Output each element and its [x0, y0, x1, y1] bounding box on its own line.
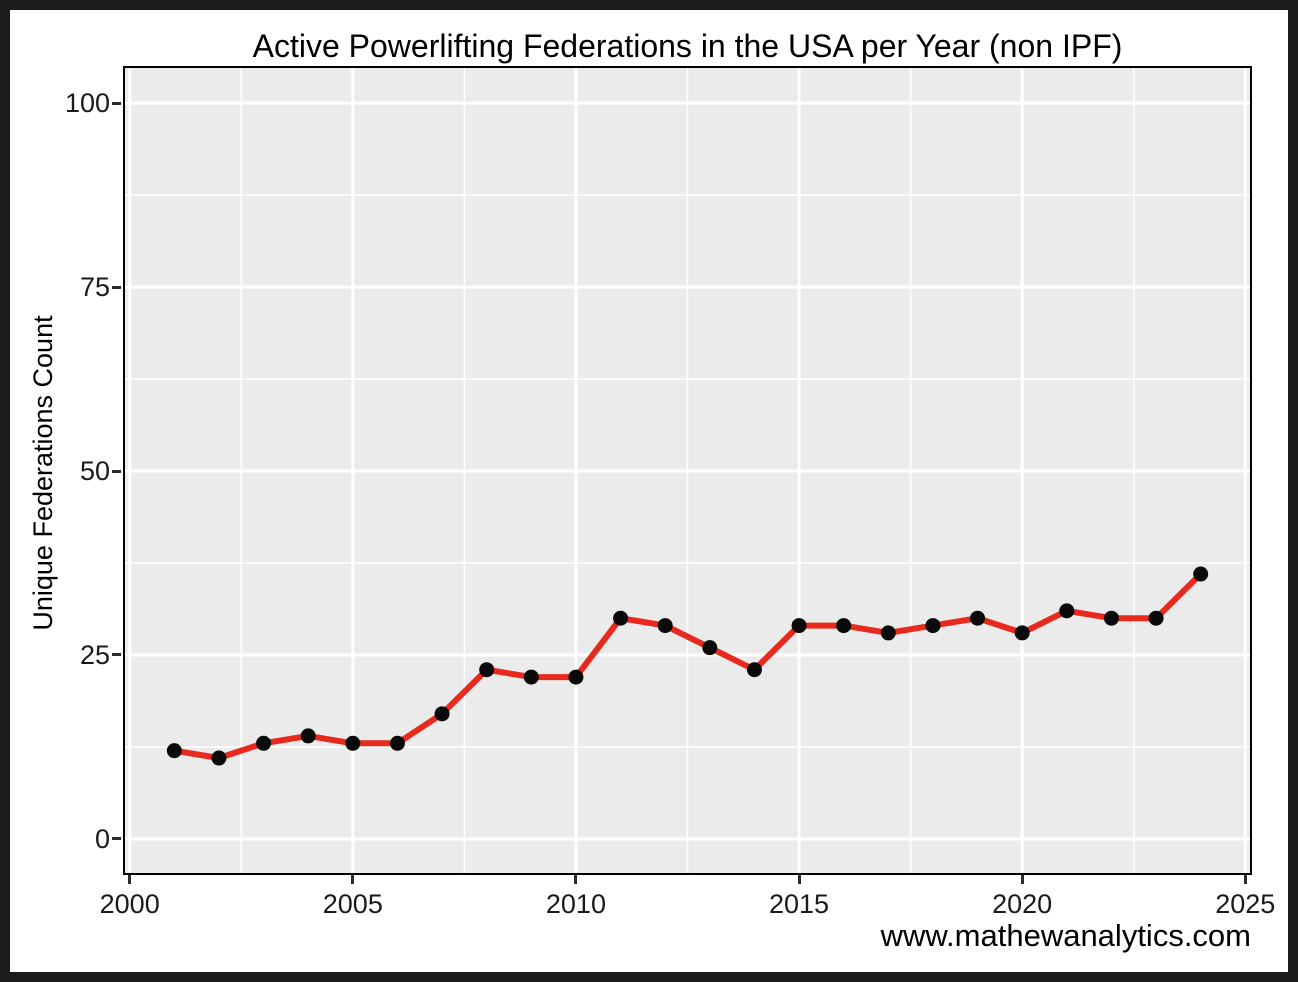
x-tick-mark	[1243, 875, 1247, 884]
data-point	[970, 610, 986, 626]
data-point	[389, 735, 405, 751]
x-tick-mark	[797, 875, 801, 884]
caption-watermark: www.mathewanalytics.com	[880, 918, 1251, 953]
y-tick-mark	[112, 469, 121, 473]
y-tick-label: 100	[64, 88, 110, 119]
y-tick-mark	[112, 285, 121, 289]
x-tick-mark	[351, 875, 355, 884]
x-tick-label: 2020	[992, 889, 1053, 919]
data-point	[479, 662, 495, 678]
y-tick-mark	[112, 837, 121, 841]
data-point	[1014, 625, 1030, 641]
data-point	[300, 728, 316, 744]
data-point	[1103, 610, 1119, 626]
x-tick-label: 2015	[769, 889, 830, 919]
data-point	[568, 669, 584, 685]
data-point	[702, 640, 718, 656]
data-point	[256, 735, 272, 751]
data-point	[657, 618, 673, 634]
data-point	[746, 662, 762, 678]
data-point	[166, 743, 182, 759]
data-point	[523, 669, 539, 685]
data-point	[791, 618, 807, 634]
data-point	[925, 618, 941, 634]
x-tick-label: 2000	[99, 889, 160, 919]
plot-panel	[123, 66, 1252, 875]
data-point	[836, 618, 852, 634]
data-point	[434, 706, 450, 722]
x-tick-label: 2005	[322, 889, 383, 919]
x-tick-label: 2010	[545, 889, 606, 919]
y-tick-label: 75	[79, 272, 110, 303]
x-tick-mark	[574, 875, 578, 884]
x-tick-mark	[1020, 875, 1024, 884]
chart-title: Active Powerlifting Federations in the U…	[252, 28, 1123, 64]
data-point	[1148, 610, 1164, 626]
data-point	[345, 735, 361, 751]
data-point	[1193, 566, 1209, 582]
data-point	[613, 610, 629, 626]
x-tick-mark	[128, 875, 132, 884]
y-tick-label: 0	[94, 823, 110, 854]
y-tick-mark	[112, 101, 121, 105]
y-tick-mark	[112, 653, 121, 657]
x-tick-label: 2025	[1215, 889, 1276, 919]
y-tick-label: 50	[79, 456, 110, 487]
data-point	[880, 625, 896, 641]
chart-canvas: Active Powerlifting Federations in the U…	[10, 10, 1288, 972]
data-point	[211, 750, 227, 766]
data-line-series	[173, 571, 1203, 762]
data-point	[1059, 603, 1075, 619]
y-tick-label: 25	[79, 639, 110, 670]
line-chart-svg	[123, 66, 1252, 875]
